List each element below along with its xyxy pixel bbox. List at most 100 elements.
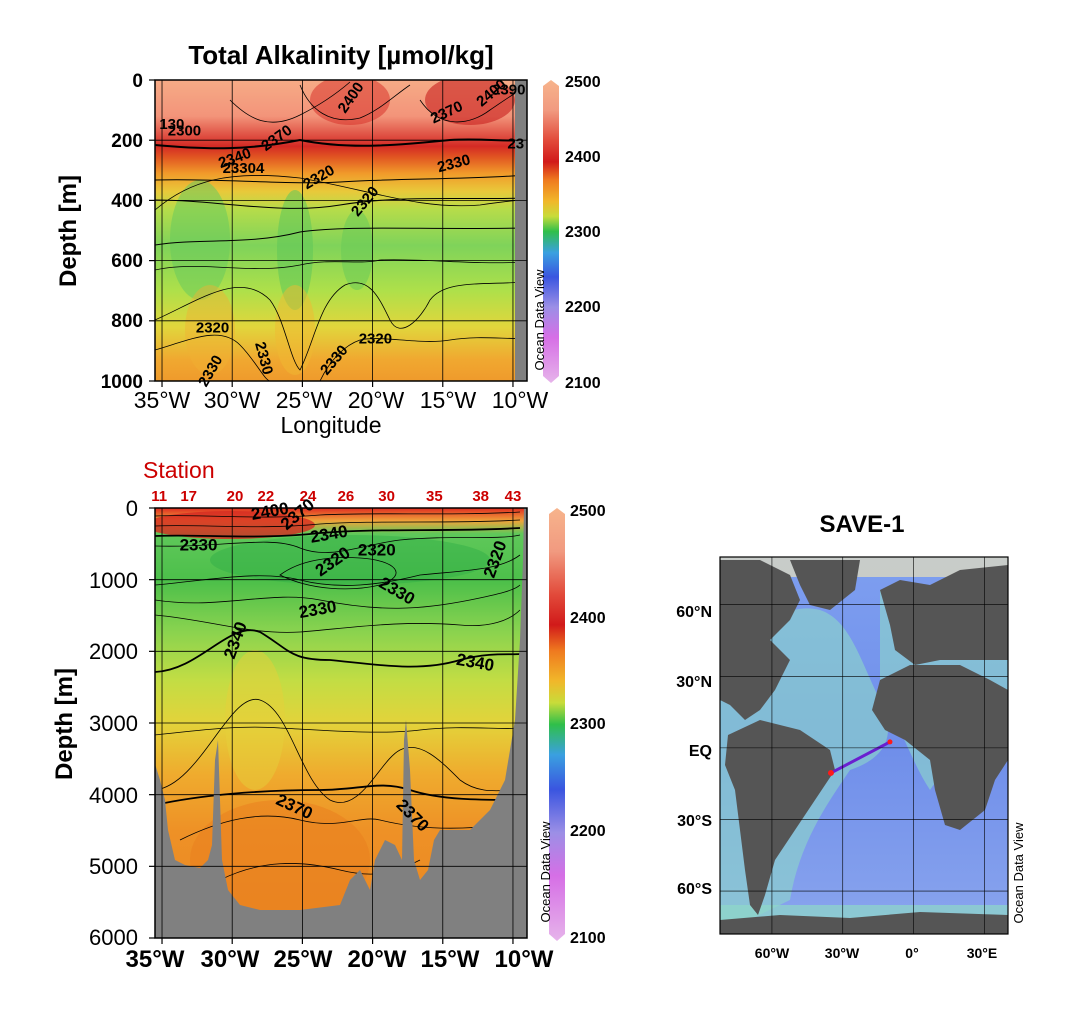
bottom-x-tick-label: 10°W — [495, 946, 554, 973]
contour-label: 2300 — [168, 123, 201, 140]
top-section-panel: Total Alkalinity [µmol/kg] — [55, 40, 601, 438]
bottom-contour-line — [155, 698, 521, 803]
top-colorbar-tick: 2100 — [565, 375, 601, 392]
bottom-contour-line — [179, 815, 501, 841]
station-label: 24 — [300, 488, 317, 505]
top-contour-line — [155, 227, 527, 246]
station-label: 20 — [227, 488, 244, 505]
bottom-colorbar-tick: 2300 — [570, 716, 606, 733]
top-field-patch — [310, 80, 390, 125]
bottom-field-patch — [210, 535, 490, 585]
bottom-y-axis: 0 1000 2000 3000 4000 5000 6000 — [89, 496, 138, 950]
bottom-section-panel: Station 11 17 20 22 24 26 30 35 38 43 — [51, 457, 606, 973]
bottom-colorbar-tick: 2400 — [570, 610, 606, 627]
bottom-x-tick-label: 35°W — [126, 946, 185, 973]
bottom-colorbar-bar — [549, 508, 565, 941]
top-x-tick-label: 30°W — [204, 387, 261, 413]
top-field-patch — [170, 180, 230, 300]
top-colorbar: 2500 2400 2300 2200 2100 Ocean Data View — [532, 74, 601, 392]
bottom-y-tick-label: 3000 — [89, 711, 138, 736]
top-y-tick-label: 400 — [111, 191, 143, 212]
top-field-patch — [275, 285, 315, 375]
station-label: 22 — [258, 488, 275, 505]
contour-label: 2320 — [358, 540, 396, 559]
station-label: 43 — [505, 488, 522, 505]
map-lon-label: 30°E — [967, 945, 998, 961]
bottom-x-axis: 35°W 30°W 25°W 20°W 15°W 10°W — [126, 946, 554, 973]
top-contour-line — [319, 337, 527, 381]
bottom-colorbar-tick: 2500 — [570, 503, 606, 520]
contour-label: 2330 — [180, 535, 218, 554]
bottom-contour-line — [155, 519, 521, 528]
bottom-colorbar-tick: 2100 — [570, 930, 606, 947]
bottom-y-tick-label: 6000 — [89, 925, 138, 950]
contour-label: 2320 — [359, 330, 392, 347]
cruise-track-end — [887, 739, 893, 745]
top-field-patch — [341, 210, 373, 290]
top-watermark: Ocean Data View — [532, 269, 547, 371]
map-lon-label: 60°W — [755, 945, 790, 961]
top-y-tick-label: 800 — [111, 311, 143, 332]
map-panel: SAVE-1 60° — [676, 511, 1026, 961]
map-land-europe — [880, 565, 1008, 665]
map-lon-axis: 60°W 30°W 0° 30°E — [755, 945, 997, 961]
bottom-land-mask — [155, 508, 527, 938]
map-watermark: Ocean Data View — [1011, 822, 1026, 924]
bottom-contour-line — [155, 511, 521, 518]
top-plot-area — [155, 80, 527, 381]
top-y-tick-label: 200 — [111, 131, 143, 152]
bottom-field-patch — [225, 650, 285, 790]
station-heading: Station — [143, 457, 215, 483]
bottom-contour-line — [155, 609, 521, 633]
map-lat-label: 30°N — [676, 674, 712, 691]
map-lat-axis: 60°N 30°N EQ 30°S 60°S — [676, 604, 712, 898]
top-y-tick-label: 600 — [111, 251, 143, 272]
contour-label: 130 — [159, 116, 184, 133]
bottom-y-tick-label: 4000 — [89, 783, 138, 808]
bottom-contour-line — [279, 557, 397, 590]
top-y-axis: 0 200 400 600 800 1000 — [101, 71, 143, 393]
top-contour-line — [155, 197, 527, 209]
top-x-tick-label: 35°W — [134, 387, 191, 413]
contour-label: 2390 — [492, 82, 525, 99]
top-field-patch — [425, 80, 515, 125]
bottom-contour-line — [155, 527, 521, 538]
top-field-patch — [277, 190, 313, 310]
top-contour-line — [229, 81, 351, 123]
bottom-field-patch — [190, 800, 370, 920]
map-title: SAVE-1 — [820, 511, 905, 538]
top-land-mask — [515, 80, 527, 381]
station-label: 26 — [338, 488, 355, 505]
top-x-axis: 35°W 30°W 25°W 20°W 15°W 10°W — [134, 387, 549, 413]
top-colorbar-tick: 2200 — [565, 299, 601, 316]
top-x-tick-label: 15°W — [420, 387, 477, 413]
top-contour-line — [155, 259, 527, 271]
bottom-y-axis-label: Depth [m] — [51, 668, 78, 780]
contour-label: 23304 — [223, 160, 265, 177]
cruise-track-start — [827, 769, 834, 776]
station-label: 17 — [180, 488, 197, 505]
top-x-tick-label: 20°W — [348, 387, 405, 413]
top-contour-line — [155, 174, 527, 211]
top-x-axis-label: Longitude — [280, 412, 381, 438]
cruise-track — [830, 740, 891, 775]
top-y-axis-label: Depth [m] — [55, 175, 82, 287]
bottom-y-tick-label: 5000 — [89, 854, 138, 879]
bottom-contour-line — [155, 534, 521, 553]
station-label: 38 — [472, 488, 489, 505]
map-lat-label: 60°S — [677, 881, 712, 898]
map-lon-label: 30°W — [825, 945, 860, 961]
station-labels: 11 17 20 22 24 26 30 35 38 43 — [151, 488, 521, 505]
bottom-colorbar: 2500 2400 2300 2200 2100 Ocean Data View — [538, 503, 606, 947]
top-contour-line — [299, 84, 411, 121]
top-colorbar-tick: 2300 — [565, 224, 601, 241]
station-label: 30 — [378, 488, 395, 505]
top-chart-title: Total Alkalinity [µmol/kg] — [188, 40, 493, 70]
bottom-field-patch — [155, 511, 315, 539]
bottom-y-tick-label: 1000 — [89, 568, 138, 593]
bottom-contour-line — [155, 584, 521, 609]
top-y-tick-label: 0 — [132, 71, 143, 92]
map-lon-label: 0° — [905, 945, 918, 961]
map-land-north-america — [720, 560, 800, 720]
